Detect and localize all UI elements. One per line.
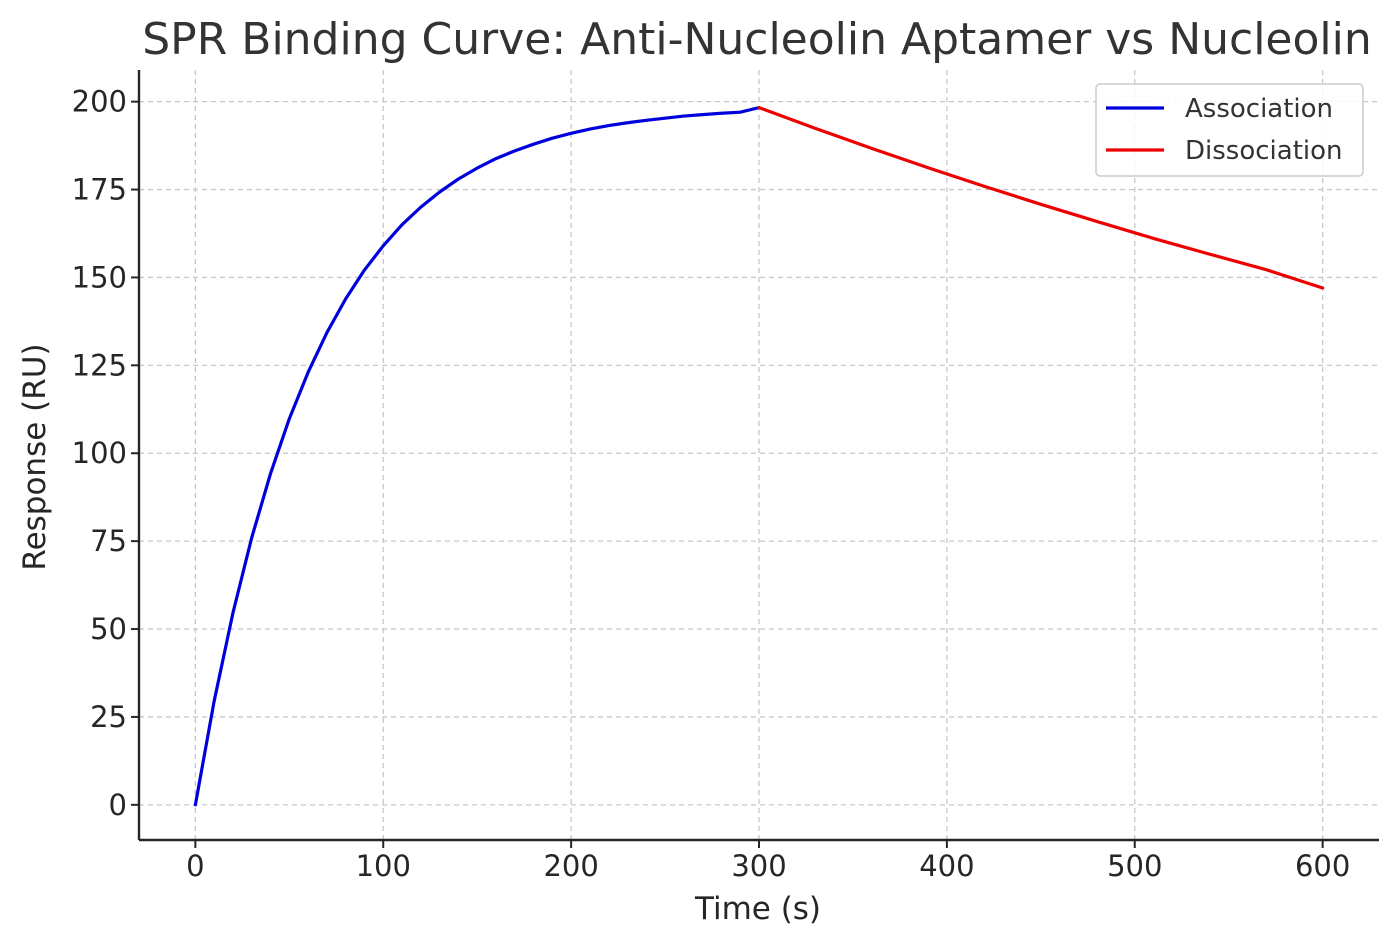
- y-tick-label: 100: [72, 436, 127, 470]
- series-line-association: [193, 106, 761, 807]
- grid: [139, 70, 1379, 840]
- series-line-dissociation: [757, 106, 1325, 290]
- x-tick-label: 300: [731, 849, 786, 883]
- x-tick-label: 600: [1295, 849, 1350, 883]
- y-tick-label: 0: [109, 788, 127, 822]
- series: [193, 106, 1325, 807]
- legend-label-association: Association: [1185, 94, 1333, 124]
- ticks: 0 100 200 300 400 500 600 0 25 50 75 100 125 150 175 20…: [72, 85, 1351, 883]
- y-axis-label: Response (RU): [17, 343, 53, 570]
- x-axis-label: Time (s): [694, 891, 821, 927]
- x-tick-label: 500: [1107, 849, 1162, 883]
- legend-label-dissociation: Dissociation: [1185, 136, 1343, 166]
- axes: [137, 70, 1379, 842]
- x-tick-label: 100: [356, 849, 411, 883]
- y-tick-label: 50: [90, 612, 127, 646]
- y-tick-label: 175: [72, 173, 127, 207]
- chart-title: SPR Binding Curve: Anti-Nucleolin Aptame…: [142, 14, 1372, 65]
- x-tick-label: 200: [543, 849, 598, 883]
- x-tick-label: 0: [186, 849, 204, 883]
- y-tick-label: 25: [90, 700, 127, 734]
- y-tick-label: 200: [72, 85, 127, 119]
- x-tick-label: 400: [919, 849, 974, 883]
- legend: Association Dissociation: [1095, 83, 1364, 177]
- y-tick-label: 150: [72, 260, 127, 294]
- y-tick-label: 125: [72, 348, 127, 382]
- y-tick-label: 75: [90, 524, 127, 558]
